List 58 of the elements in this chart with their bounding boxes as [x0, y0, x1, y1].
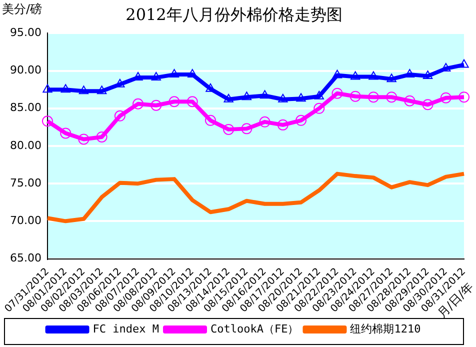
y-tick-label: 70.00 — [10, 214, 42, 228]
y-tick-label: 75.00 — [10, 176, 42, 190]
y-axis-title: 美分/磅 — [2, 2, 42, 16]
point — [60, 128, 72, 139]
point — [169, 69, 180, 78]
point — [223, 124, 234, 135]
point — [404, 69, 415, 78]
point — [296, 114, 307, 126]
point — [332, 70, 342, 78]
point — [386, 92, 398, 103]
chart-title: 2012年八月份外棉价格走势图 — [126, 4, 342, 24]
point — [422, 99, 434, 110]
point — [368, 92, 379, 103]
point — [332, 88, 343, 99]
point — [314, 102, 325, 114]
point — [132, 98, 144, 110]
point — [278, 94, 288, 102]
point — [114, 110, 126, 122]
point — [350, 71, 360, 80]
point — [441, 63, 451, 72]
point — [204, 114, 216, 126]
point — [186, 96, 198, 108]
point — [78, 86, 89, 94]
point — [260, 90, 270, 99]
point — [96, 86, 107, 94]
point — [459, 59, 469, 68]
point — [422, 70, 433, 80]
point — [241, 123, 252, 134]
y-tick-label: 65.00 — [10, 252, 42, 265]
point — [350, 90, 361, 102]
point — [404, 95, 416, 106]
legend-label: FC index M — [92, 322, 160, 336]
point — [42, 116, 53, 127]
point — [440, 92, 452, 104]
point — [314, 90, 324, 100]
point — [42, 84, 52, 93]
point — [78, 134, 90, 145]
point — [188, 69, 198, 78]
point — [151, 72, 161, 81]
point — [242, 92, 252, 100]
y-tick-label: 85.00 — [10, 101, 42, 114]
point — [150, 100, 162, 111]
point — [168, 96, 180, 108]
y-tick-label: 90.00 — [10, 64, 42, 77]
point — [386, 74, 396, 82]
point — [206, 83, 216, 92]
point — [458, 92, 470, 103]
point — [60, 84, 70, 93]
legend-label: 纽约棉期1210 — [350, 322, 421, 336]
point — [368, 71, 378, 80]
legend-label: CotlookA（FE） — [210, 322, 299, 336]
point — [296, 93, 306, 102]
point — [224, 94, 234, 102]
point — [96, 131, 108, 142]
point — [259, 116, 270, 128]
y-tick-label: 80.00 — [10, 138, 42, 152]
y-tick-label: 95.00 — [10, 26, 42, 40]
point — [277, 119, 288, 130]
